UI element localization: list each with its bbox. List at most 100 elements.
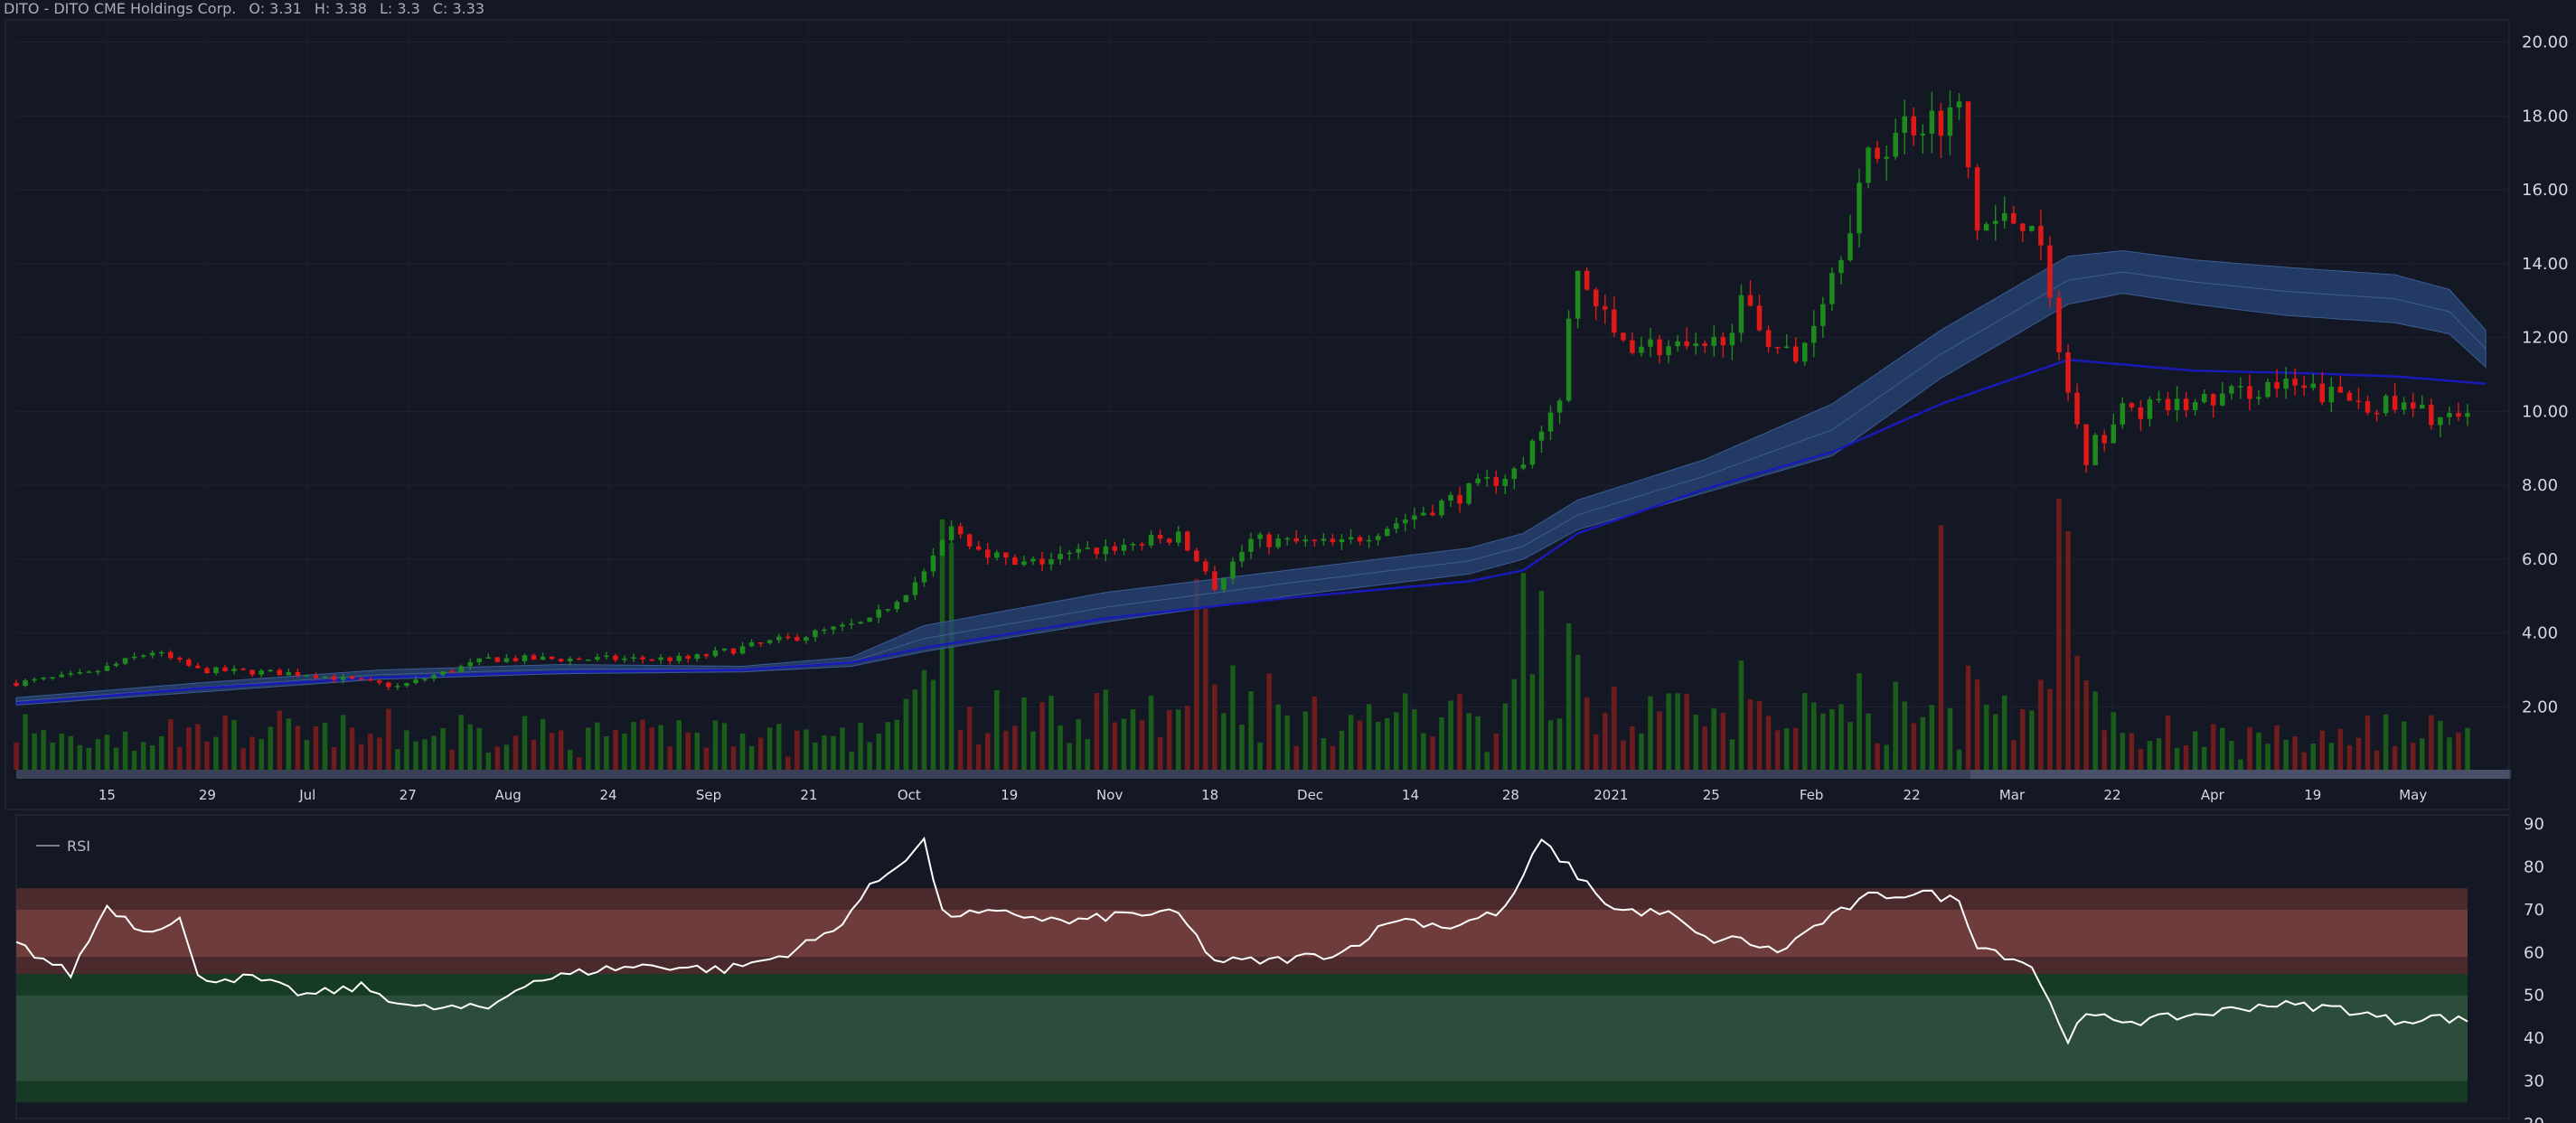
volume-bar (1938, 525, 1944, 770)
candle (68, 670, 74, 678)
volume-bar (1847, 722, 1853, 770)
candle-body (1475, 478, 1481, 483)
candle (2056, 290, 2062, 360)
volume-bar (286, 718, 292, 770)
candle (1801, 342, 1808, 366)
symbol-label: DITO - DITO CME Holdings Corp. (4, 0, 237, 17)
volume-bar (259, 738, 264, 770)
candle-body (122, 658, 128, 664)
candle-body (694, 654, 700, 660)
volume-bar (2429, 715, 2434, 770)
rsi-legend: RSI (36, 838, 90, 855)
volume-bar (1139, 720, 1145, 770)
volume-bar (2083, 680, 2089, 770)
candle (1121, 538, 1127, 556)
candle-body (1711, 336, 1717, 346)
volume-bar (885, 722, 891, 770)
candle-body (1965, 101, 1971, 168)
candle-body (322, 676, 328, 678)
candle (776, 633, 782, 643)
candle (1556, 398, 1563, 425)
candle (2183, 391, 2189, 417)
candle-body (41, 677, 46, 679)
candle (957, 522, 964, 539)
candle-body (1293, 538, 1300, 542)
volume-bar (1366, 704, 1372, 770)
candle (467, 658, 473, 670)
time-scrollbar[interactable] (16, 770, 2511, 779)
candle-body (840, 624, 845, 627)
volume-bar (757, 737, 764, 770)
rsi-tick-label: 80 (2524, 857, 2544, 876)
volume-bar (785, 756, 791, 770)
volume-bar (1556, 718, 1563, 770)
candle-body (1929, 110, 1935, 134)
candle (259, 669, 264, 678)
candle-body (2001, 212, 2007, 221)
volume-bar (331, 746, 337, 770)
candle-body (204, 668, 210, 674)
candle-body (1448, 494, 1453, 501)
candle-body (975, 546, 982, 550)
volume-bar (1393, 712, 1399, 770)
candle-body (1838, 259, 1844, 274)
volume-bar (1666, 693, 1671, 770)
candle-body (1538, 431, 1545, 441)
candle-body (540, 656, 546, 660)
price-tick-label: 8.00 (2522, 476, 2558, 495)
candle-body (1801, 342, 1808, 362)
time-tick-label: 27 (400, 787, 417, 803)
volume-bar (658, 725, 663, 770)
candle-body (1248, 538, 1254, 552)
candle-body (358, 678, 364, 680)
candle-body (1030, 558, 1036, 562)
volume-bar (240, 748, 246, 770)
candle (2065, 344, 2071, 402)
volume-bar (667, 746, 672, 770)
candle (349, 675, 355, 680)
candle (794, 633, 800, 642)
volume-bar (476, 727, 483, 770)
candle-body (730, 648, 737, 654)
candle (1312, 538, 1318, 547)
candle (167, 650, 174, 660)
candle (2138, 399, 2144, 432)
candle-body (948, 526, 954, 540)
volume-bar (1621, 740, 1626, 770)
candle-body (1375, 536, 1381, 540)
volume-bar (1339, 730, 1345, 770)
volume-bar (975, 744, 982, 770)
volume-bar (1529, 674, 1536, 770)
volume-bar (1457, 694, 1462, 770)
candle (2174, 386, 2180, 422)
price-chart: 2.00 4.00 6.00 8.00 10.00 12.00 14.00 16.00 18.0… (5, 19, 2569, 810)
volume-bar (1920, 716, 1926, 770)
volume-bar (186, 727, 192, 770)
volume-bar (1112, 722, 1118, 770)
candle-body (604, 655, 609, 658)
candle-body (1565, 318, 1572, 401)
volume-bar (86, 747, 92, 770)
volume-bar (1675, 693, 1680, 770)
volume-bar (694, 732, 700, 770)
candle-body (1021, 561, 1027, 566)
candle (2310, 373, 2317, 391)
volume-bar (1639, 733, 1644, 770)
volume-bar (804, 729, 809, 770)
candle (1829, 267, 1835, 312)
candle (1729, 323, 1735, 360)
candle-body (1457, 494, 1462, 504)
volume-bar (649, 727, 654, 770)
rsi-tick-label: 30 (2524, 1072, 2544, 1091)
volume-bar (522, 716, 528, 770)
candle (2319, 371, 2326, 406)
candle-body (2101, 435, 2107, 444)
volume-bar (540, 718, 546, 770)
candle-body (613, 655, 618, 660)
candle-body (785, 636, 791, 639)
candle (1639, 336, 1644, 357)
volume-bar (1384, 717, 1390, 770)
time-scrollbar-handle[interactable] (1970, 770, 2509, 779)
volume-bar (1166, 709, 1172, 770)
volume-bar (2346, 744, 2353, 770)
